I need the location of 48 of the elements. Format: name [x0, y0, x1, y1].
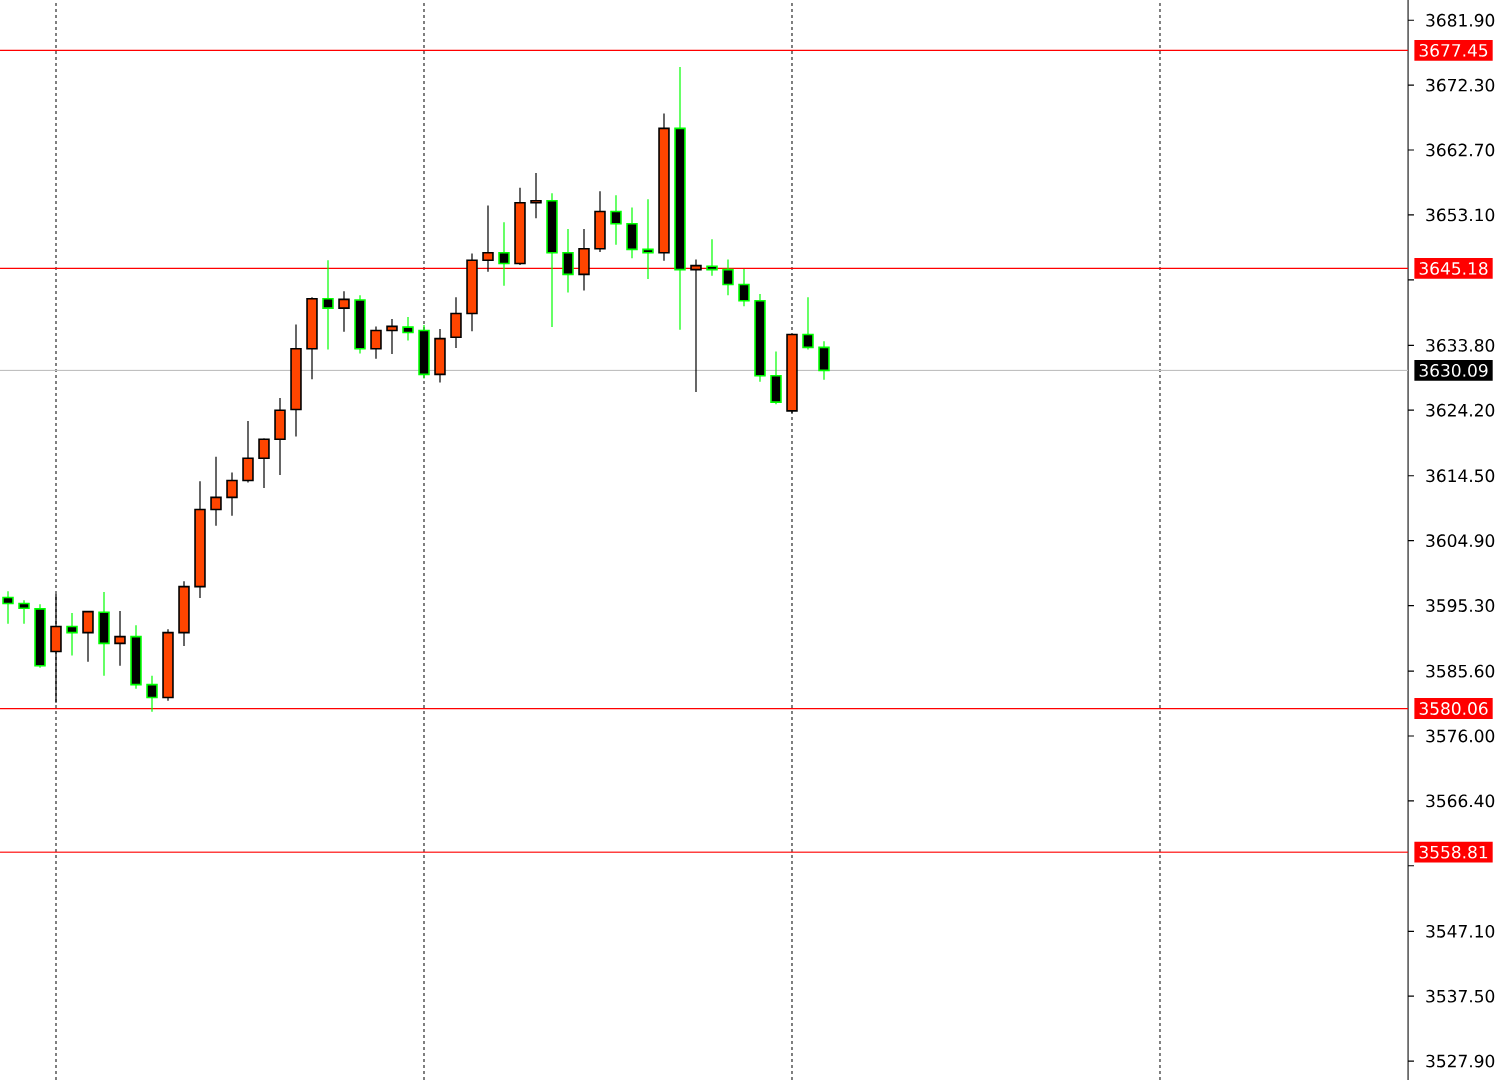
candlestick [66, 612, 78, 657]
y-tick-label: 3595.30 [1426, 599, 1495, 612]
candlestick [322, 259, 334, 350]
candlestick [706, 238, 718, 277]
candlestick [738, 268, 750, 307]
y-tick-label: 3653.10 [1426, 208, 1495, 222]
candlestick [450, 296, 462, 349]
ref-line-label: 3645.18 [1419, 262, 1488, 275]
y-tick-label: 3614.50 [1426, 469, 1495, 483]
y-tick-label: 3537.50 [1426, 989, 1495, 1003]
y-tick-label: 3633.80 [1426, 338, 1495, 352]
candlestick [530, 172, 542, 219]
y-tick-label: 3604.90 [1426, 534, 1495, 548]
candlestick [722, 258, 734, 296]
candlestick [258, 438, 270, 489]
candlestick [146, 675, 158, 713]
candlestick [690, 258, 702, 393]
y-tick-label: 3566.40 [1426, 794, 1495, 808]
y-tick-label: 3547.10 [1426, 924, 1495, 938]
candlestick [210, 456, 222, 527]
candlestick [610, 194, 622, 246]
ref-line-label: 3677.45 [1419, 43, 1488, 57]
candlestick [114, 610, 126, 667]
candlestick [402, 316, 414, 342]
ref-line-label: 3630.09 [1419, 363, 1488, 377]
candlestick [2, 590, 14, 625]
y-tick-label: 3624.20 [1426, 403, 1495, 417]
candlestick [498, 221, 510, 287]
y-tick-label: 3527.90 [1426, 1054, 1495, 1068]
candlestick [242, 420, 254, 484]
candlestick [802, 296, 814, 350]
candlestick [482, 204, 494, 273]
candlestick [82, 610, 94, 663]
candlestick [338, 290, 350, 333]
y-tick-label: 3662.70 [1426, 143, 1495, 157]
y-tick-label: 3576.00 [1426, 729, 1495, 743]
y-tick-label: 3672.30 [1426, 78, 1495, 92]
candlestick [818, 340, 830, 381]
y-tick-label: 3585.60 [1426, 664, 1495, 678]
candlestick [562, 228, 574, 294]
candlestick [18, 599, 30, 625]
ref-line-label: 3558.81 [1419, 845, 1488, 859]
candlestick [226, 471, 238, 517]
ref-line-label: 3580.06 [1419, 702, 1488, 715]
candlestick [386, 318, 398, 355]
candlestick [642, 198, 654, 280]
y-tick-label: 3681.90 [1426, 13, 1495, 27]
candlestick [370, 325, 382, 360]
